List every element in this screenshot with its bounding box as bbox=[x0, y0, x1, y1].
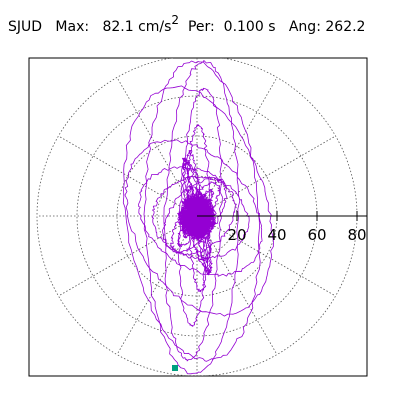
radial-tick-label-1: 20 bbox=[227, 226, 246, 244]
radial-axis bbox=[197, 211, 367, 221]
radial-tick-label-2: 40 bbox=[267, 226, 286, 244]
radial-tick-label-4: 80 bbox=[347, 226, 366, 244]
max-unit: cm/s bbox=[138, 19, 172, 35]
direction-marker bbox=[172, 365, 178, 371]
angle-value: 262.2 bbox=[325, 19, 366, 35]
motion-trace-path bbox=[122, 60, 274, 375]
chart-header: SJUD Max: 82.1 cm/s2 Per: 0.100 s Ang: 2… bbox=[8, 13, 366, 35]
station-code: SJUD bbox=[8, 19, 43, 35]
radial-tick-labels: 20 40 60 80 bbox=[227, 226, 366, 244]
motion-trace bbox=[122, 60, 274, 375]
grid-spoke-30 bbox=[214, 135, 336, 207]
angle-label: Ang: bbox=[288, 19, 321, 35]
grid-spoke-330 bbox=[214, 225, 336, 297]
max-value: 82.1 bbox=[102, 19, 134, 35]
radial-tick-label-3: 60 bbox=[307, 226, 326, 244]
grid-spoke-120 bbox=[116, 77, 188, 199]
period-value: 0.100 s bbox=[223, 19, 276, 35]
max-label: Max: bbox=[55, 19, 90, 35]
grid-spoke-150 bbox=[58, 135, 180, 207]
max-unit-exponent: 2 bbox=[171, 13, 180, 27]
grid-spoke-210 bbox=[58, 225, 180, 297]
grid-spoke-300 bbox=[206, 233, 278, 355]
period-label: Per: bbox=[187, 19, 215, 35]
plot-frame bbox=[28, 57, 368, 377]
grid-spoke-240 bbox=[116, 233, 188, 355]
